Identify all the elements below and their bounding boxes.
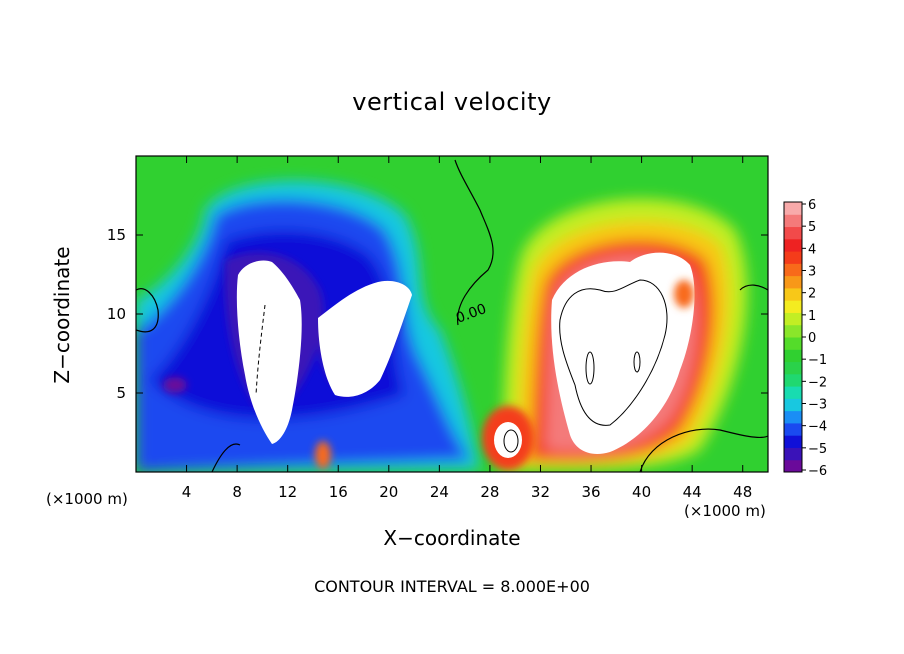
colorbar-tick-label: 3 [808, 265, 816, 280]
colorbar-tick-label: 6 [808, 198, 816, 213]
colorbar-tick-label: −1 [808, 353, 827, 368]
x-unit-label-left: (×1000 m) [46, 490, 128, 508]
x-tick-label: 40 [632, 483, 651, 501]
colorbar-tick-label: 5 [808, 220, 816, 235]
heatmap-field [136, 156, 768, 472]
colorbar: 6 5 4 3 2 1 0 −1 −2 −3 −4 −5 −6 [783, 198, 827, 479]
x-tick-label: 24 [430, 483, 449, 501]
x-tick-label: 4 [182, 483, 192, 501]
x-axis-ticks: 4 8 12 16 20 24 28 32 36 40 44 48 [182, 156, 752, 501]
x-tick-label: 8 [232, 483, 242, 501]
colorbar-swatch [784, 349, 802, 363]
chart-title: vertical velocity [352, 88, 552, 116]
y-axis-ticks: 5 10 15 [107, 226, 768, 402]
colorbar-swatch [784, 287, 802, 301]
x-tick-label: 16 [329, 483, 348, 501]
colorbar-swatch [784, 300, 802, 313]
colorbar-swatch [784, 386, 802, 399]
colorbar-swatch [784, 275, 802, 289]
colorbar-swatch [784, 226, 802, 240]
colorbar-swatch [784, 238, 802, 252]
colorbar-swatch [784, 373, 802, 387]
x-tick-label: 36 [581, 483, 600, 501]
colorbar-swatch [784, 410, 802, 424]
colorbar-swatch [784, 251, 802, 264]
y-tick-label: 10 [107, 305, 126, 323]
colorbar-tick-label: 0 [808, 331, 816, 346]
colorbar-tick-label: −2 [808, 375, 827, 390]
colorbar-tick-label: −5 [808, 442, 827, 457]
colorbar-swatch [784, 361, 802, 375]
x-tick-label: 28 [480, 483, 499, 501]
colorbar-tick-label: −3 [808, 398, 827, 413]
y-tick-label: 5 [116, 384, 126, 402]
colorbar-swatch [784, 447, 802, 461]
colorbar-swatch [784, 422, 802, 436]
colorbar-swatch [784, 263, 802, 277]
x-tick-label: 44 [683, 483, 702, 501]
colorbar-tick-label: −4 [808, 420, 827, 435]
x-unit-label-right: (×1000 m) [684, 502, 766, 520]
colorbar-swatch [784, 398, 802, 412]
colorbar-tick-label: 2 [808, 287, 816, 302]
colorbar-swatch [784, 435, 802, 448]
y-tick-label: 15 [107, 226, 126, 244]
x-tick-label: 32 [531, 483, 550, 501]
colorbar-swatch [784, 337, 802, 350]
colorbar-tick-label: 1 [808, 309, 816, 324]
colorbar-swatch [784, 324, 802, 338]
colorbar-swatch [784, 312, 802, 326]
x-axis-label: X−coordinate [383, 526, 521, 550]
colorbar-swatch [784, 202, 802, 215]
contour-interval-note: CONTOUR INTERVAL = 8.000E+00 [314, 577, 590, 596]
y-axis-label: Z−coordinate [50, 246, 74, 384]
colorbar-tick-label: 4 [808, 242, 816, 257]
colorbar-tick-label: −6 [808, 464, 827, 479]
x-tick-label: 12 [278, 483, 297, 501]
x-tick-label: 20 [379, 483, 398, 501]
x-tick-label: 48 [733, 483, 752, 501]
colorbar-swatch [784, 214, 802, 228]
colorbar-swatch [784, 459, 802, 473]
